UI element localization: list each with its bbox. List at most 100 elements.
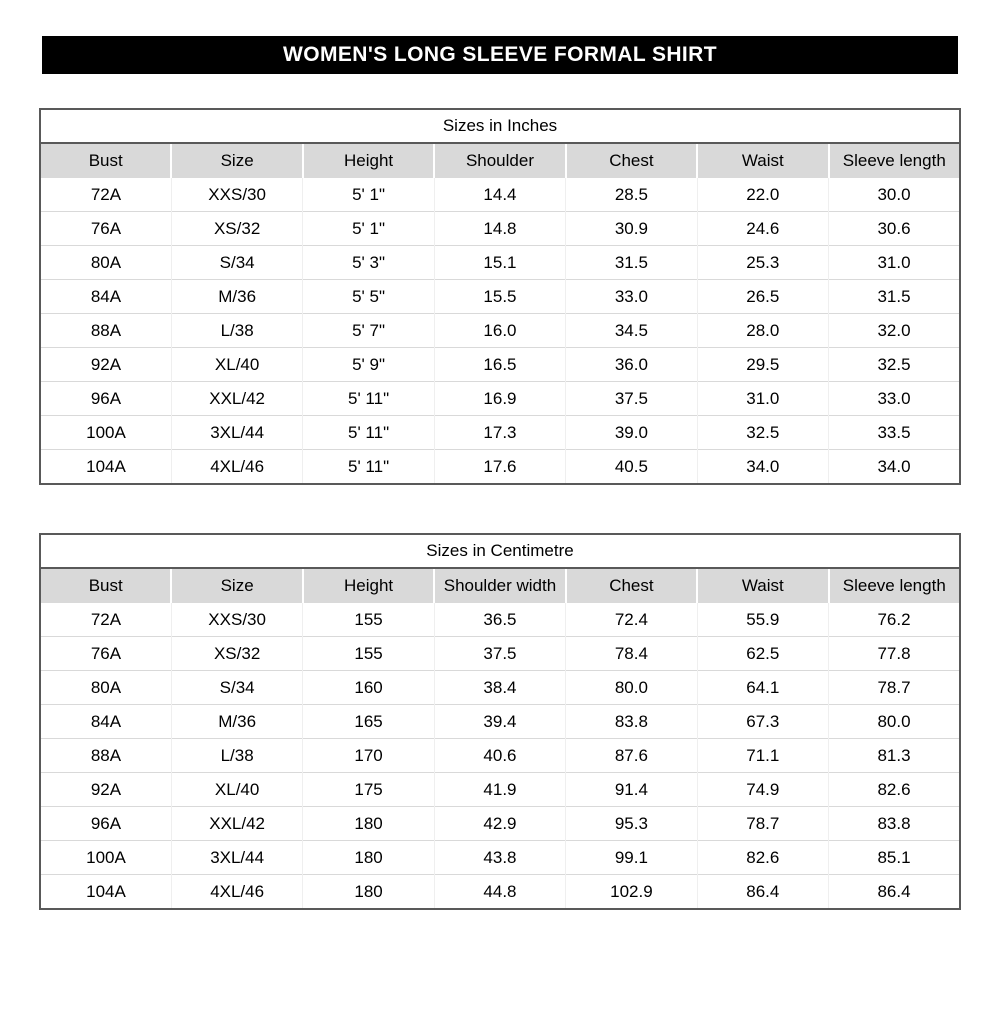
table-cell: 5' 7" <box>302 313 435 348</box>
table-cell: 55.9 <box>696 602 829 637</box>
table-cell: 44.8 <box>433 874 566 909</box>
table-cell: 99.1 <box>565 840 698 875</box>
table-cell: 95.3 <box>565 806 698 841</box>
table-cell: 3XL/44 <box>170 415 303 450</box>
table-cell: M/36 <box>170 704 303 739</box>
table-cell: 86.4 <box>828 874 960 909</box>
table-cell: 102.9 <box>565 874 698 909</box>
table-cell: 34.0 <box>696 449 829 484</box>
table-cell: 85.1 <box>828 840 960 875</box>
table-cell: 76.2 <box>828 602 960 637</box>
table-cell: 76A <box>40 211 172 246</box>
centimetre-size-table: Sizes in Centimetre Bust Size Height Should… <box>39 533 961 910</box>
table-cell: 81.3 <box>828 738 960 773</box>
table-cell: 5' 1" <box>302 211 435 246</box>
table-cell: 28.5 <box>565 177 698 212</box>
table-cell: 39.4 <box>433 704 566 739</box>
table-cell: 31.0 <box>696 381 829 416</box>
table-cell: 4XL/46 <box>170 449 303 484</box>
table-cell: 39.0 <box>565 415 698 450</box>
table-row: 80A S/34 5' 3" 15.1 31.5 25.3 31.0 <box>40 245 960 280</box>
table-cell: 104A <box>40 874 172 909</box>
table-cell: 92A <box>40 347 172 382</box>
table-cell: 16.0 <box>433 313 566 348</box>
table-cell: 43.8 <box>433 840 566 875</box>
table-cell: 160 <box>302 670 435 705</box>
table-cell: 16.5 <box>433 347 566 382</box>
column-header: Shoulder <box>433 143 566 178</box>
page-title: WOMEN'S LONG SLEEVE FORMAL SHIRT <box>283 43 717 66</box>
table-cell: 31.0 <box>828 245 960 280</box>
table-row: 84A M/36 5' 5" 15.5 33.0 26.5 31.5 <box>40 279 960 314</box>
table-cell: 77.8 <box>828 636 960 671</box>
table-cell: 5' 11" <box>302 449 435 484</box>
table-cell: 72A <box>40 602 172 637</box>
table-cell: XL/40 <box>170 772 303 807</box>
table-cell: XXS/30 <box>170 177 303 212</box>
table-cell: 36.5 <box>433 602 566 637</box>
table-cell: XS/32 <box>170 636 303 671</box>
table-row: 76A XS/32 5' 1" 14.8 30.9 24.6 30.6 <box>40 211 960 246</box>
column-header: Chest <box>564 143 698 178</box>
column-header: Waist <box>696 568 829 603</box>
table-cell: 26.5 <box>696 279 829 314</box>
table-cell: 87.6 <box>565 738 698 773</box>
table-cell: 30.6 <box>828 211 960 246</box>
table-cell: 37.5 <box>433 636 566 671</box>
table-cell: M/36 <box>170 279 303 314</box>
table-cell: 74.9 <box>696 772 829 807</box>
table-cell: L/38 <box>170 313 303 348</box>
table-row: 84A M/36 165 39.4 83.8 67.3 80.0 <box>40 704 960 739</box>
column-header: Waist <box>696 143 829 178</box>
column-header: Size <box>170 143 303 178</box>
column-header: Bust <box>40 143 172 178</box>
column-header: Shoulder width <box>433 568 566 603</box>
table-title-row: Sizes in Centimetre <box>40 534 960 569</box>
table-cell: 30.9 <box>565 211 698 246</box>
table-cell: 30.0 <box>828 177 960 212</box>
table-cell: 31.5 <box>828 279 960 314</box>
page-title-banner: WOMEN'S LONG SLEEVE FORMAL SHIRT <box>42 36 958 74</box>
table-cell: 82.6 <box>828 772 960 807</box>
table-cell: 170 <box>302 738 435 773</box>
table-cell: XL/40 <box>170 347 303 382</box>
table-cell: 3XL/44 <box>170 840 303 875</box>
table-cell: 32.5 <box>696 415 829 450</box>
table-cell: L/38 <box>170 738 303 773</box>
table-cell: 31.5 <box>565 245 698 280</box>
table-cell: 24.6 <box>696 211 829 246</box>
column-header: Chest <box>564 568 698 603</box>
table-cell: 15.1 <box>433 245 566 280</box>
table-cell: 165 <box>302 704 435 739</box>
inches-size-table: Sizes in Inches Bust Size Height Shoulder Ch… <box>39 108 961 485</box>
table-title-row: Sizes in Inches <box>40 109 960 144</box>
table-row: 88A L/38 170 40.6 87.6 71.1 81.3 <box>40 738 960 773</box>
table-cell: 80A <box>40 670 172 705</box>
table-cell: 92A <box>40 772 172 807</box>
table-cell: 5' 5" <box>302 279 435 314</box>
table-cell: 64.1 <box>696 670 829 705</box>
table-cell: 80.0 <box>828 704 960 739</box>
column-header: Sleeve length <box>827 568 960 603</box>
table-cell: 15.5 <box>433 279 566 314</box>
table-cell: 84A <box>40 704 172 739</box>
table-title: Sizes in Centimetre <box>40 534 960 569</box>
table-cell: 86.4 <box>696 874 829 909</box>
table-cell: S/34 <box>170 670 303 705</box>
table-cell: 71.1 <box>696 738 829 773</box>
table-cell: 82.6 <box>696 840 829 875</box>
table-cell: 32.5 <box>828 347 960 382</box>
table-cell: 38.4 <box>433 670 566 705</box>
table-cell: 83.8 <box>828 806 960 841</box>
table-cell: 40.6 <box>433 738 566 773</box>
table-cell: 91.4 <box>565 772 698 807</box>
table-row: 92A XL/40 175 41.9 91.4 74.9 82.6 <box>40 772 960 807</box>
table-cell: 83.8 <box>565 704 698 739</box>
table-cell: 62.5 <box>696 636 829 671</box>
table-cell: 180 <box>302 874 435 909</box>
table-cell: 32.0 <box>828 313 960 348</box>
table-row: 72A XXS/30 5' 1" 14.4 28.5 22.0 30.0 <box>40 177 960 212</box>
table-row: 92A XL/40 5' 9" 16.5 36.0 29.5 32.5 <box>40 347 960 382</box>
table-cell: 5' 9" <box>302 347 435 382</box>
table-cell: 4XL/46 <box>170 874 303 909</box>
